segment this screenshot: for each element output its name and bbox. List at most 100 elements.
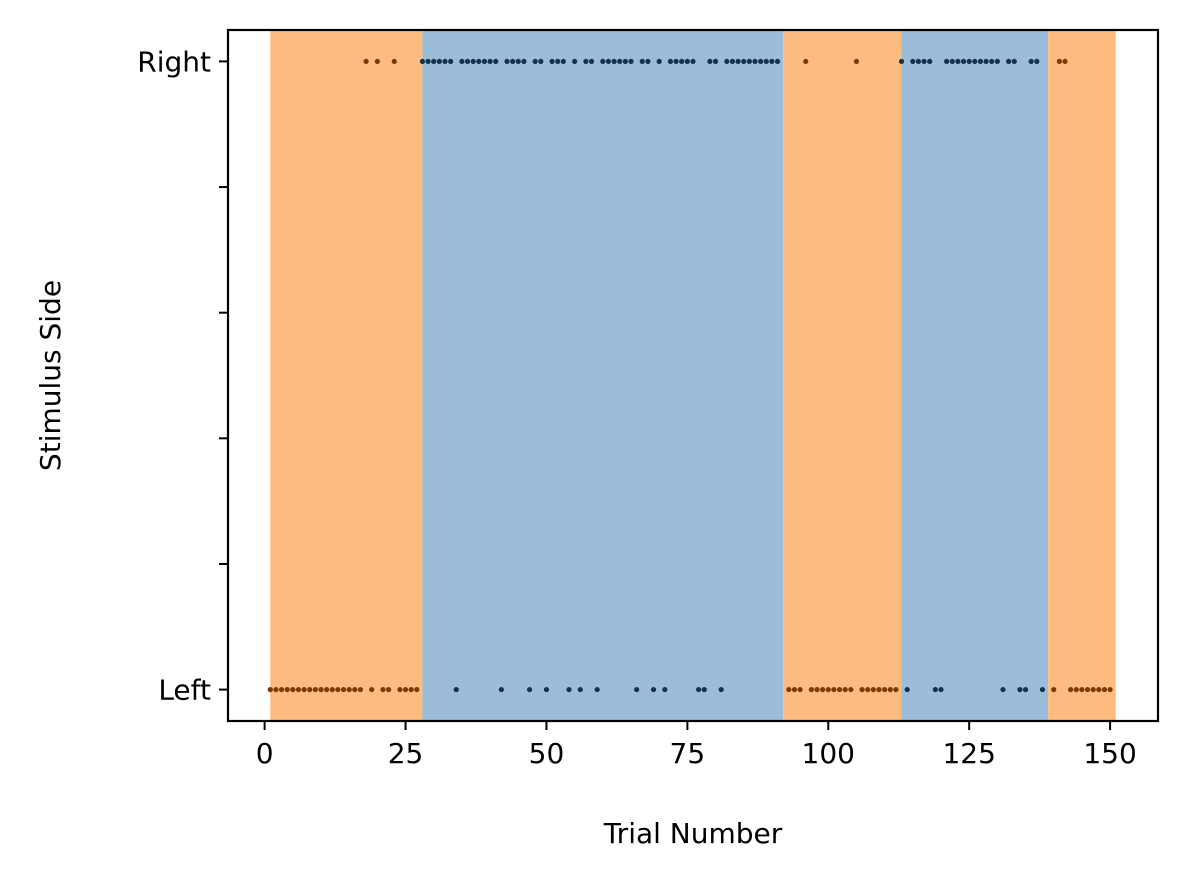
block-orange-5	[1048, 30, 1116, 721]
data-point-orange	[831, 686, 837, 693]
data-point-blue	[498, 686, 504, 693]
data-point-blue	[583, 58, 589, 65]
data-point-orange	[1073, 686, 1079, 693]
data-point-orange	[290, 686, 296, 693]
data-point-blue	[1017, 686, 1023, 693]
data-point-blue	[667, 58, 674, 65]
data-point-blue	[662, 686, 668, 693]
data-point-orange	[1090, 686, 1096, 693]
block-orange-1	[270, 30, 423, 721]
data-point-orange	[1096, 686, 1102, 693]
data-point-blue	[622, 58, 628, 65]
data-point-orange	[295, 686, 302, 693]
block-blue-4	[901, 30, 1049, 721]
data-point-orange	[1107, 686, 1113, 693]
data-point-blue	[741, 58, 747, 65]
data-point-orange	[887, 686, 893, 693]
data-point-orange	[870, 686, 876, 693]
data-point-orange	[307, 686, 313, 693]
data-point-blue	[1000, 686, 1006, 693]
data-point-blue	[707, 58, 713, 65]
data-point-blue	[560, 58, 566, 65]
data-point-orange	[893, 686, 899, 693]
data-point-blue	[1028, 58, 1034, 65]
y-tick-label: Right	[137, 45, 211, 78]
data-point-orange	[329, 686, 335, 693]
data-point-blue	[431, 58, 437, 65]
y-tick-label: Left	[158, 674, 211, 707]
data-point-blue	[543, 686, 550, 693]
data-point-orange	[853, 58, 860, 65]
data-point-blue	[510, 58, 516, 65]
data-point-blue	[977, 58, 984, 65]
data-point-orange	[791, 686, 798, 693]
x-axis-label: Trial Number	[603, 817, 783, 850]
data-point-blue	[493, 58, 499, 65]
block-blue-2	[422, 30, 784, 721]
y-axis-label: Stimulus Side	[34, 280, 67, 471]
x-tick-label: 100	[802, 737, 855, 770]
data-point-orange	[803, 58, 809, 65]
data-point-orange	[814, 686, 820, 693]
data-point-blue	[989, 58, 995, 65]
data-point-orange	[318, 686, 324, 693]
data-point-blue	[617, 58, 623, 65]
data-point-blue	[915, 58, 922, 65]
data-point-blue	[515, 58, 521, 65]
data-point-blue	[634, 686, 640, 693]
data-point-blue	[921, 58, 927, 65]
data-point-orange	[397, 686, 403, 693]
data-point-blue	[949, 58, 955, 65]
data-point-blue	[898, 58, 905, 65]
blocks-layer	[270, 30, 1116, 721]
data-point-blue	[555, 58, 561, 65]
data-point-blue	[904, 686, 910, 693]
data-point-blue	[425, 58, 431, 65]
data-point-orange	[312, 686, 318, 693]
data-point-blue	[504, 58, 510, 65]
data-point-blue	[746, 58, 752, 65]
data-point-orange	[836, 686, 843, 693]
data-point-orange	[882, 686, 888, 693]
data-point-orange	[386, 686, 392, 693]
data-point-blue	[650, 686, 657, 693]
data-point-blue	[944, 58, 950, 65]
data-point-blue	[470, 58, 476, 65]
data-point-blue	[628, 58, 634, 65]
data-point-blue	[572, 58, 578, 65]
x-tick-label: 75	[670, 737, 706, 770]
data-point-orange	[1084, 686, 1091, 693]
data-point-orange	[865, 686, 871, 693]
data-point-blue	[594, 686, 600, 693]
data-point-orange	[1056, 58, 1062, 65]
data-point-blue	[712, 58, 719, 65]
data-point-blue	[611, 58, 617, 65]
x-tick-label: 150	[1083, 737, 1136, 770]
y-axis-ticks: Left Right	[137, 45, 228, 707]
data-point-blue	[994, 58, 1000, 65]
data-point-orange	[408, 686, 414, 693]
data-point-blue	[1006, 58, 1012, 65]
data-point-orange	[267, 686, 273, 693]
data-point-blue	[696, 686, 702, 693]
data-point-blue	[521, 58, 527, 65]
data-point-orange	[1068, 686, 1074, 693]
data-point-orange	[859, 686, 865, 693]
data-point-orange	[808, 686, 814, 693]
data-point-orange	[284, 686, 290, 693]
data-point-orange	[820, 686, 826, 693]
data-point-blue	[927, 58, 933, 65]
data-point-orange	[842, 686, 848, 693]
points-layer	[267, 58, 1113, 693]
data-point-blue	[932, 686, 938, 693]
data-point-orange	[340, 686, 347, 693]
data-point-orange	[414, 686, 420, 693]
data-point-blue	[938, 686, 944, 693]
data-point-blue	[464, 58, 471, 65]
data-point-blue	[1011, 58, 1017, 65]
data-point-blue	[1022, 686, 1029, 693]
data-point-blue	[1039, 686, 1046, 693]
data-point-orange	[786, 686, 792, 693]
data-point-orange	[402, 686, 409, 693]
